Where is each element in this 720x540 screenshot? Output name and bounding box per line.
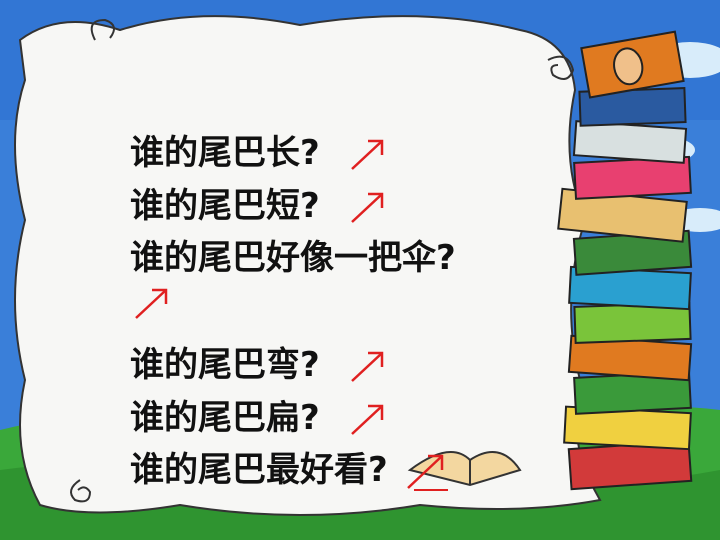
question-text: 谁的尾巴好像一把伞? [130,238,456,278]
question-text: 谁的尾巴弯? [130,345,320,385]
question-line-short: 谁的尾巴短? [130,186,388,226]
question-line-long: 谁的尾巴长? [130,133,388,173]
rising-arrow-icon [350,404,383,435]
rising-arrow-icon [135,288,168,319]
scroll-curl-icon [70,18,575,503]
question-line-flat: 谁的尾巴扁? [130,398,388,438]
question-text: 谁的尾巴最好看? [130,450,388,490]
question-text: 谁的尾巴扁? [130,398,320,438]
question-text: 谁的尾巴长? [130,133,320,173]
book-stack-illustration [557,30,693,491]
question-line-umbrella: 谁的尾巴好像一把伞? [130,238,456,278]
rising-arrow-icon [350,351,383,382]
rising-arrow-icon [406,454,448,491]
question-text: 谁的尾巴短? [130,186,320,226]
rising-arrow-icon [350,192,383,223]
rising-arrow-icon [350,139,383,170]
question-line-prettiest: 谁的尾巴最好看? [130,450,450,492]
question-line-curved: 谁的尾巴弯? [130,345,388,385]
